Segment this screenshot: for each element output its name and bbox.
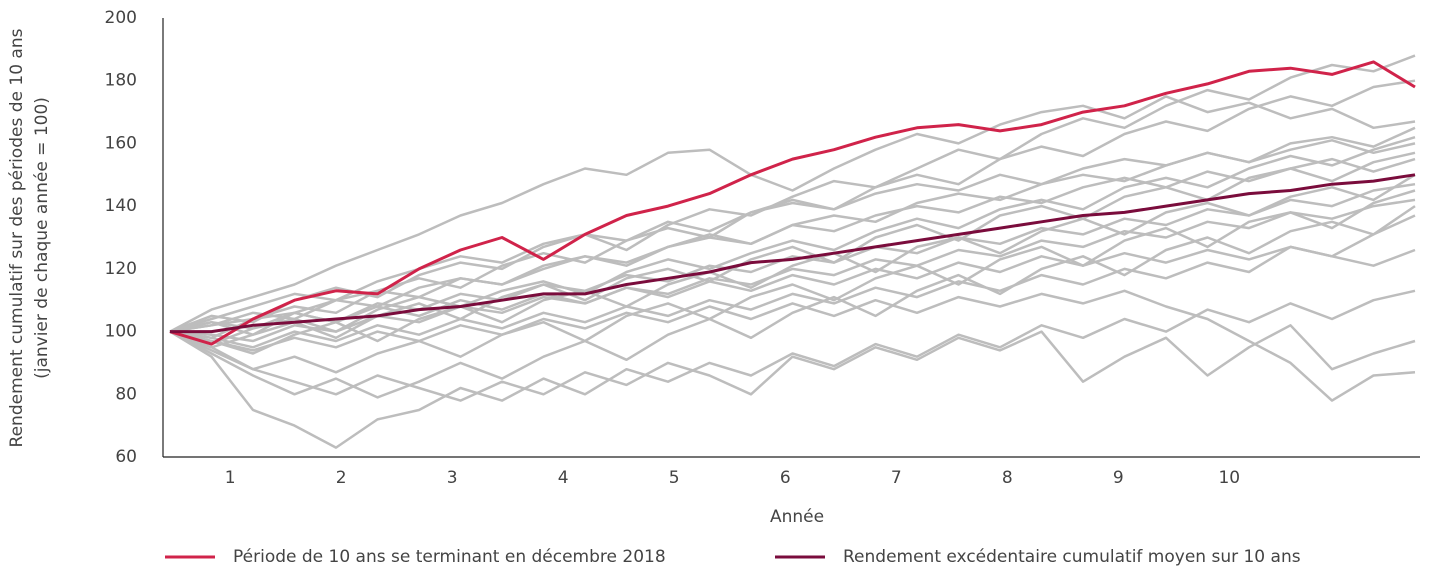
x-tick-label: 8	[1002, 468, 1013, 488]
background-line	[169, 157, 1416, 333]
series-line	[170, 173, 1416, 334]
y-tick-label: 120	[105, 259, 137, 279]
x-tick-label: 4	[558, 468, 569, 488]
x-axis-label: Année	[770, 507, 824, 527]
x-tick-label: 6	[780, 468, 791, 488]
y-tick-label: 140	[105, 196, 137, 216]
background-line	[169, 189, 1416, 374]
x-tick-label: 5	[669, 468, 680, 488]
background-line	[169, 205, 1416, 399]
legend-label: Période de 10 ans se terminant en décemb…	[233, 547, 666, 567]
background-line	[169, 136, 1416, 346]
x-tick-label: 1	[225, 468, 236, 488]
x-tick-label: 3	[447, 468, 458, 488]
y-axis-label: (janvier de chaque année = 100)	[32, 97, 52, 379]
background-line	[169, 54, 1416, 333]
y-tick-label: 80	[115, 384, 137, 404]
series-line	[169, 60, 1416, 346]
background-line	[169, 139, 1416, 333]
y-tick-label: 180	[105, 71, 137, 91]
x-tick-label: 9	[1113, 468, 1124, 488]
background-line	[169, 95, 1416, 333]
background-line	[169, 214, 1416, 349]
background-line	[169, 245, 1416, 333]
x-tick-label: 2	[336, 468, 347, 488]
background-line	[169, 324, 1416, 402]
y-tick-label: 60	[115, 447, 137, 467]
background-line	[169, 173, 1416, 355]
y-axis-label: Rendement cumulatif sur des périodes de …	[7, 28, 27, 447]
y-tick-label: 200	[105, 8, 137, 28]
background-line	[169, 289, 1416, 449]
background-line	[169, 182, 1416, 333]
background-line	[169, 289, 1416, 402]
y-tick-label: 160	[105, 133, 137, 153]
y-tick-label: 100	[105, 322, 137, 342]
x-tick-label: 10	[1218, 468, 1240, 488]
legend-label: Rendement excédentaire cumulatif moyen s…	[843, 547, 1301, 567]
x-tick-label: 7	[891, 468, 902, 488]
